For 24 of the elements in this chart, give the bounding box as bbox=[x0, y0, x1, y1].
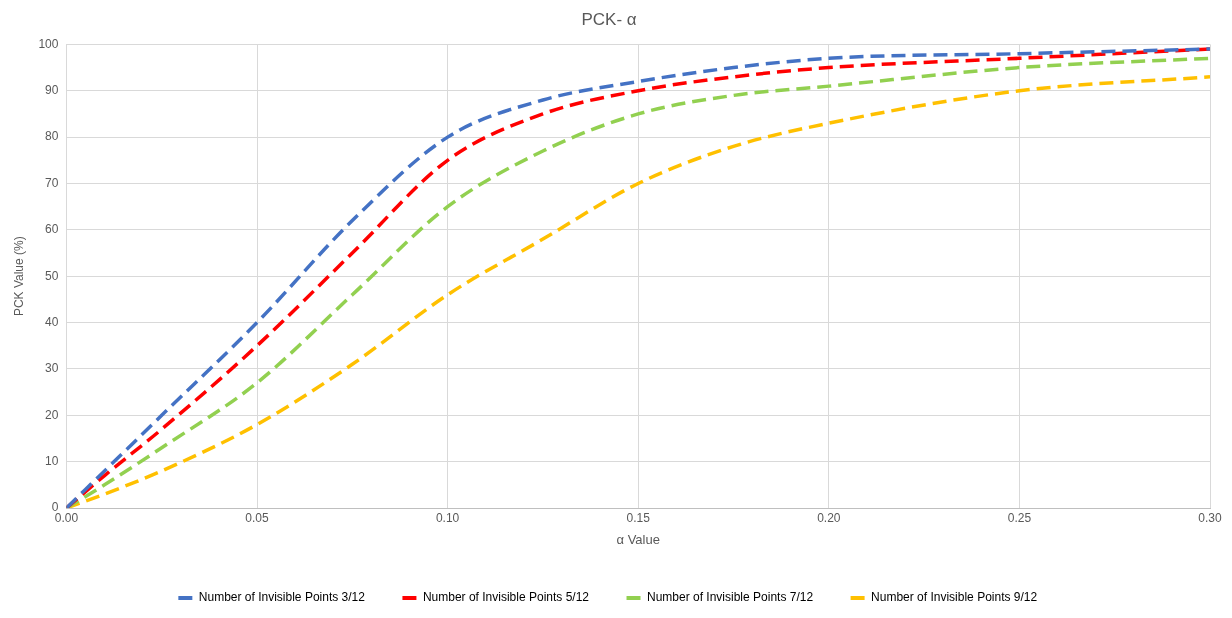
y-axis-title: PCK Value (%) bbox=[11, 236, 26, 317]
x-tick-label: 0.20 bbox=[817, 510, 841, 525]
y-tick-label: 30 bbox=[45, 361, 59, 376]
x-tick-label: 0.25 bbox=[1007, 510, 1032, 525]
legend-label: Number of Invisible Points 5/12 bbox=[422, 590, 590, 605]
y-tick-label: 50 bbox=[45, 268, 59, 283]
y-tick-label: 90 bbox=[45, 83, 59, 98]
y-tick-label: 80 bbox=[45, 129, 59, 144]
x-tick-label: 0.30 bbox=[1198, 510, 1222, 525]
y-tick-label: 100 bbox=[38, 36, 59, 51]
legend-label: Number of Invisible Points 9/12 bbox=[871, 590, 1038, 605]
x-tick-label: 0.05 bbox=[245, 510, 270, 525]
y-tick-label: 70 bbox=[45, 175, 59, 190]
y-tick-label: 60 bbox=[45, 222, 59, 237]
y-tick-label: 40 bbox=[45, 314, 59, 329]
x-tick-label: 0.00 bbox=[54, 510, 79, 525]
chart-title: PCK- α bbox=[581, 9, 637, 29]
x-axis-title: α Value bbox=[616, 531, 660, 547]
legend-label: Number of Invisible Points 3/12 bbox=[198, 590, 366, 605]
y-tick-label: 10 bbox=[45, 453, 59, 468]
y-tick-label: 20 bbox=[45, 407, 59, 422]
x-tick-label: 0.15 bbox=[626, 510, 651, 525]
legend-label: Number of Invisible Points 7/12 bbox=[647, 590, 814, 605]
x-tick-label: 0.10 bbox=[435, 510, 460, 525]
